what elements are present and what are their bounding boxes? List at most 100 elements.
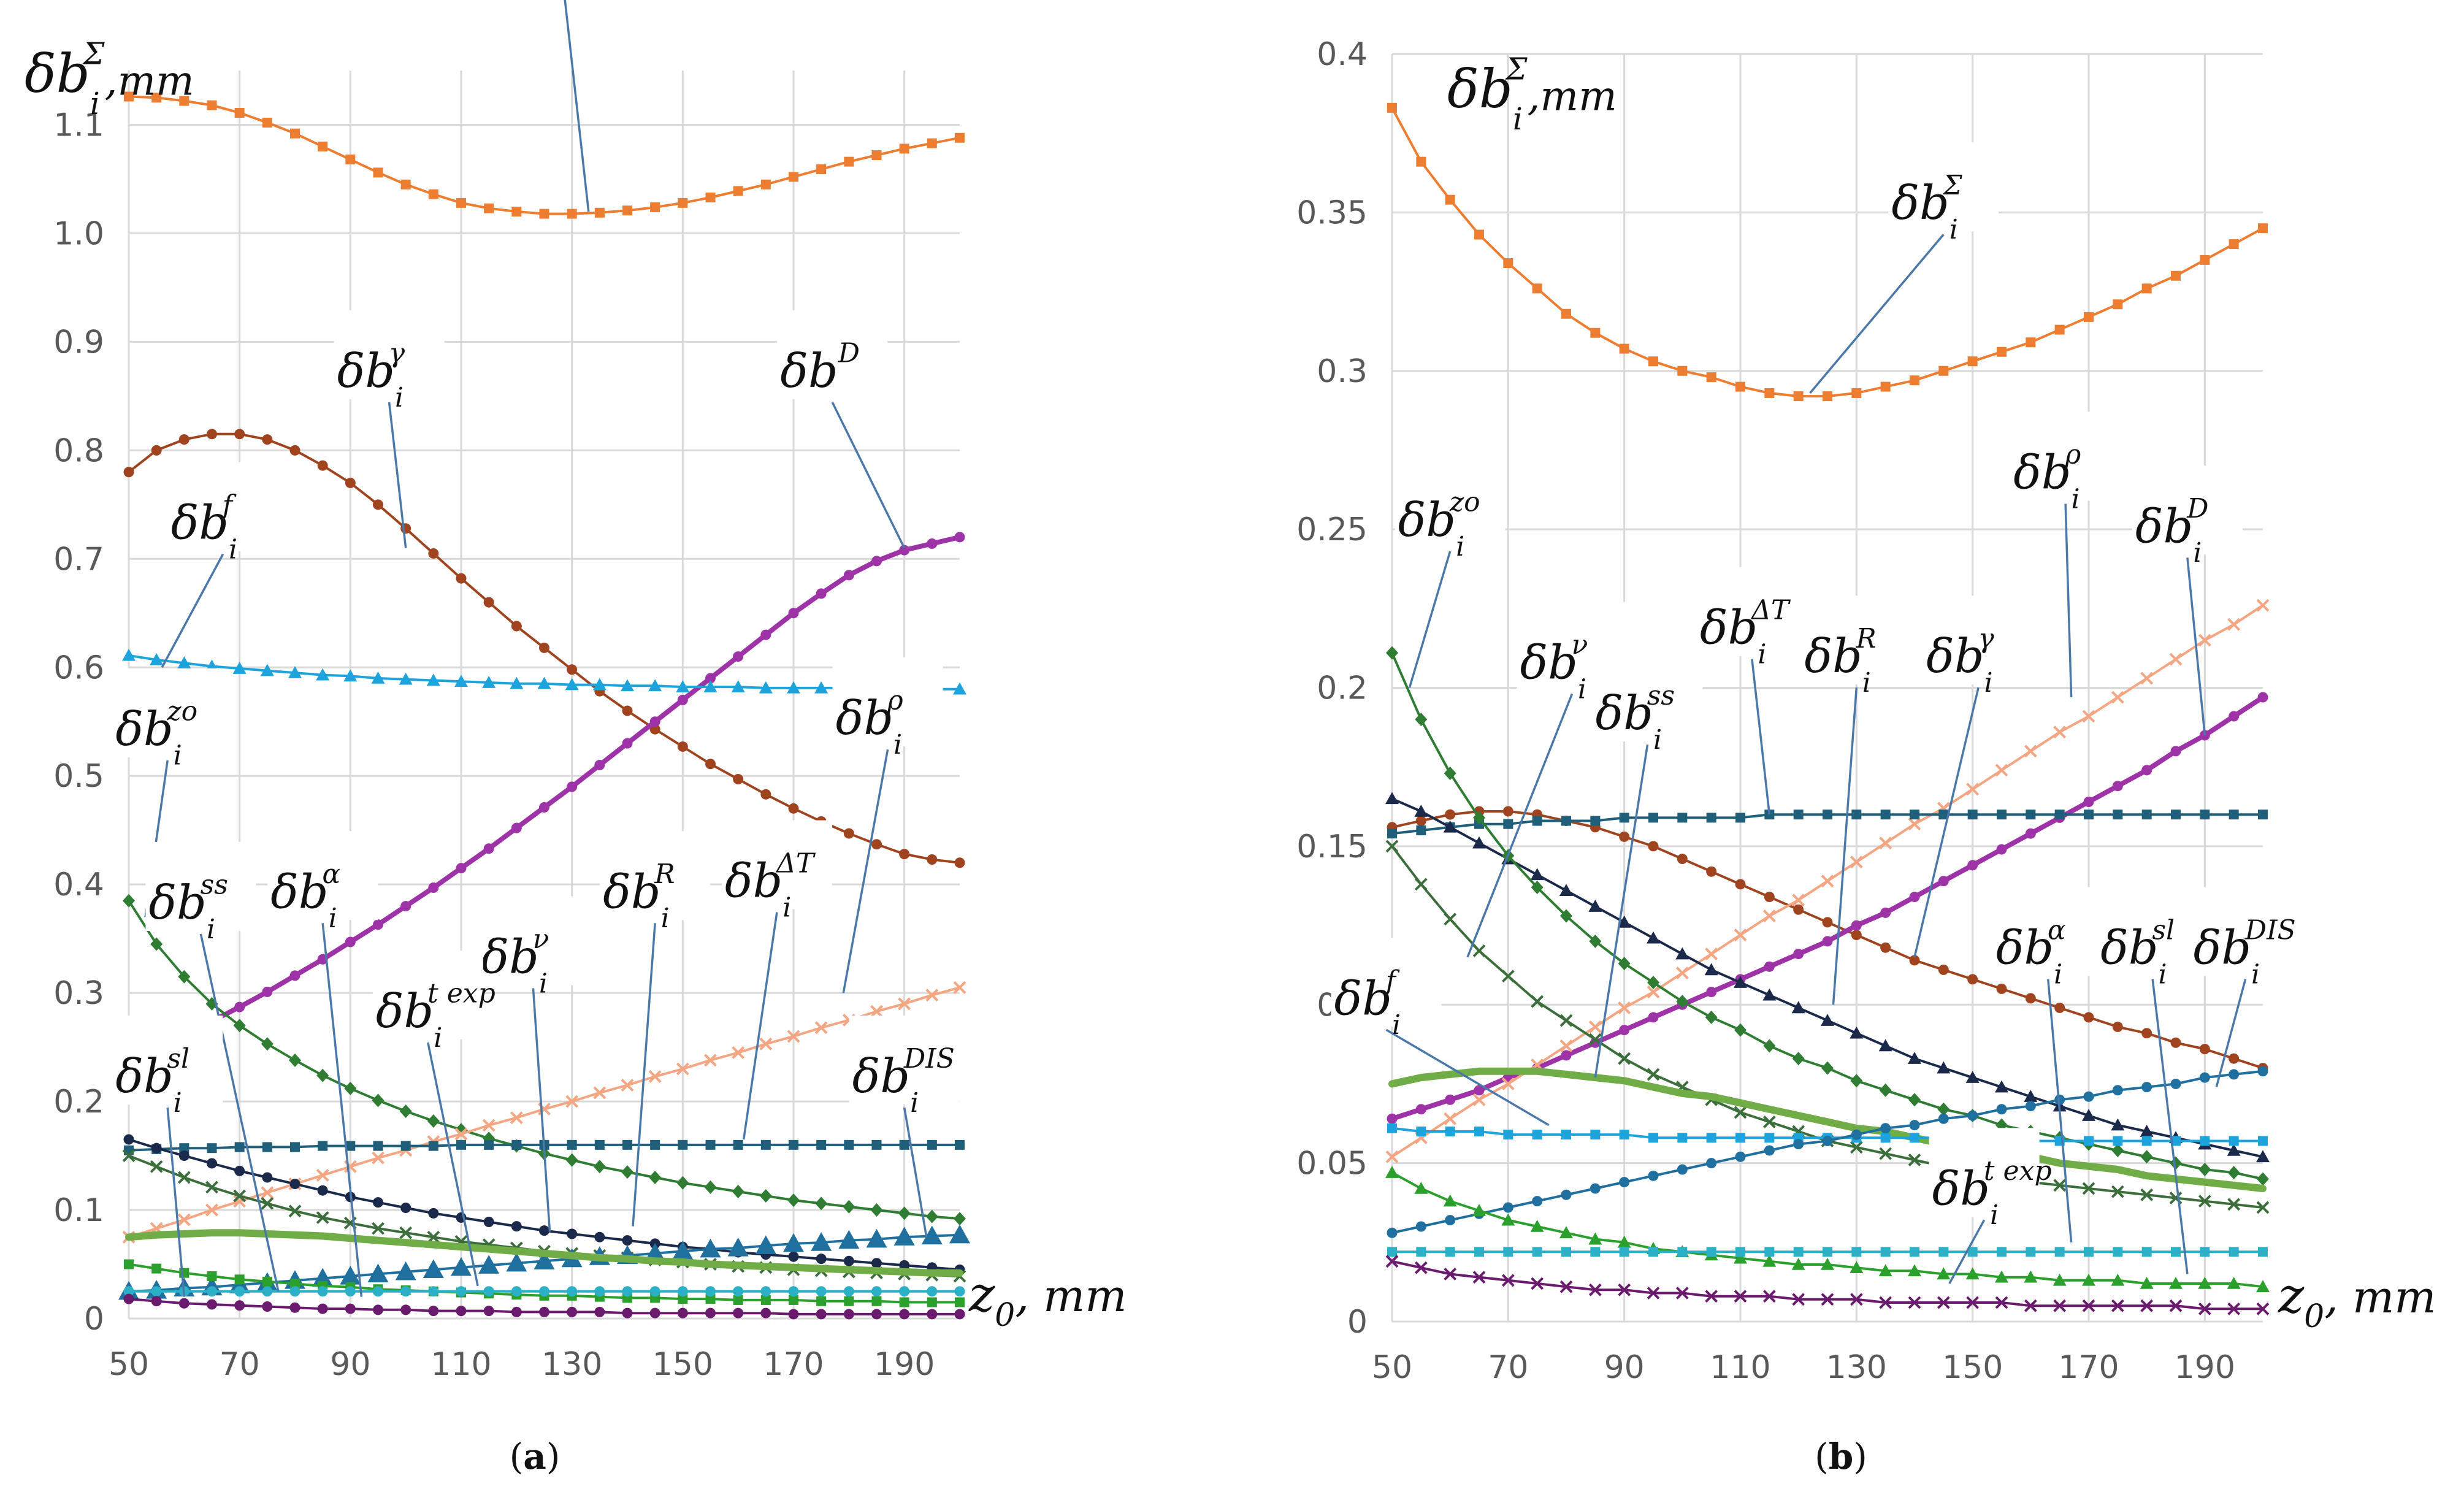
data-point: [289, 970, 300, 981]
data-point: [594, 760, 605, 771]
data-point: [124, 1259, 134, 1269]
data-point: [151, 445, 162, 456]
label-bg: [1888, 142, 1999, 232]
series-label: δbit exp: [1932, 1155, 2052, 1231]
data-point: [1706, 866, 1717, 877]
data-point: [484, 203, 494, 213]
data-point: [1909, 955, 1920, 966]
label-bg: [721, 820, 832, 909]
data-point: [1618, 1283, 1631, 1296]
data-point: [2258, 1136, 2268, 1146]
series-line: [128, 95, 961, 215]
data-point: [1851, 1129, 1862, 1140]
data-point: [316, 1211, 329, 1224]
data-point: [955, 132, 965, 143]
series-line: [1391, 797, 2264, 1158]
series-0: [1387, 102, 2268, 402]
data-point: [1414, 1181, 1428, 1194]
x-tick-label: 170: [763, 1346, 824, 1383]
y-tick-label: 0.2: [1317, 670, 1368, 707]
label-bg: [2010, 411, 2121, 501]
data-point: [2170, 1156, 2182, 1170]
data-point: [1590, 327, 1601, 338]
label-bg: [1929, 1128, 2040, 1217]
data-point: [733, 651, 744, 662]
data-point: [367, 1263, 389, 1283]
data-point: [1387, 1123, 1397, 1133]
data-point: [927, 538, 938, 549]
data-point: [2141, 1028, 2152, 1039]
data-point: [1764, 1247, 1775, 1257]
data-point: [289, 445, 300, 456]
series-label: δbD: [780, 338, 860, 398]
series-label: δbiγ: [1926, 623, 1994, 699]
data-point: [1792, 1293, 1805, 1306]
data-point: [261, 1197, 274, 1210]
data-point: [316, 1068, 329, 1082]
data-point: [621, 1165, 633, 1179]
data-point: [511, 1139, 522, 1150]
data-point: [1617, 1235, 1631, 1248]
data-point: [2198, 1195, 2211, 1208]
data-point: [893, 1227, 915, 1246]
data-point: [760, 1139, 771, 1150]
data-point: [2113, 299, 2123, 310]
data-point: [511, 1286, 522, 1297]
data-point: [539, 1225, 549, 1236]
data-point: [1821, 1257, 1834, 1270]
annotation: δbiΣ: [564, 0, 590, 212]
data-point: [151, 1143, 162, 1154]
y-tick-label: 0.35: [1296, 194, 1368, 231]
data-point: [594, 1286, 605, 1297]
callout-line: [1809, 234, 1945, 394]
data-point: [677, 1307, 688, 1319]
data-point: [1590, 1130, 1601, 1140]
data-point: [317, 1303, 328, 1314]
data-point: [1675, 947, 1689, 960]
data-point: [2171, 1136, 2181, 1146]
data-point: [539, 1286, 549, 1297]
data-point: [760, 179, 771, 189]
data-point: [456, 1139, 466, 1150]
data-point: [177, 1213, 191, 1227]
data-point: [1909, 892, 1920, 903]
data-point: [456, 573, 467, 584]
data-point: [1619, 1177, 1630, 1188]
data-point: [925, 989, 939, 1002]
data-point: [318, 141, 328, 151]
data-point: [1850, 1261, 1864, 1273]
annotation: δbizo: [1395, 459, 1506, 688]
annotation: δbiss: [145, 841, 280, 1292]
data-point: [2171, 270, 2181, 281]
data-point: [2170, 1078, 2181, 1089]
data-point: [1532, 1247, 1542, 1257]
data-point: [1501, 1274, 1515, 1287]
data-point: [593, 1160, 606, 1174]
data-point: [844, 156, 854, 167]
data-point: [2026, 337, 2036, 348]
data-point: [1588, 1033, 1602, 1046]
data-point: [1387, 102, 1397, 113]
data-point: [1706, 1247, 1716, 1257]
data-point: [676, 1062, 689, 1076]
data-point: [151, 1263, 162, 1274]
data-point: [1472, 944, 1486, 957]
data-point: [733, 1139, 743, 1150]
data-point: [1996, 983, 2007, 994]
data-point: [1823, 810, 1832, 820]
series-label: δbiα: [1996, 914, 2066, 990]
data-point: [506, 1252, 527, 1272]
data-point: [1590, 1183, 1601, 1194]
data-point: [1474, 1247, 1484, 1257]
data-point: [1560, 909, 1572, 923]
data-point: [400, 1286, 411, 1297]
panel-caption: (a): [510, 1436, 561, 1477]
data-point: [1880, 810, 1891, 820]
data-point: [1706, 1133, 1716, 1143]
data-point: [816, 1254, 827, 1265]
series-label: δbizo: [115, 696, 197, 771]
data-point: [1997, 346, 2007, 357]
data-point: [289, 1302, 300, 1313]
data-point: [871, 556, 882, 567]
